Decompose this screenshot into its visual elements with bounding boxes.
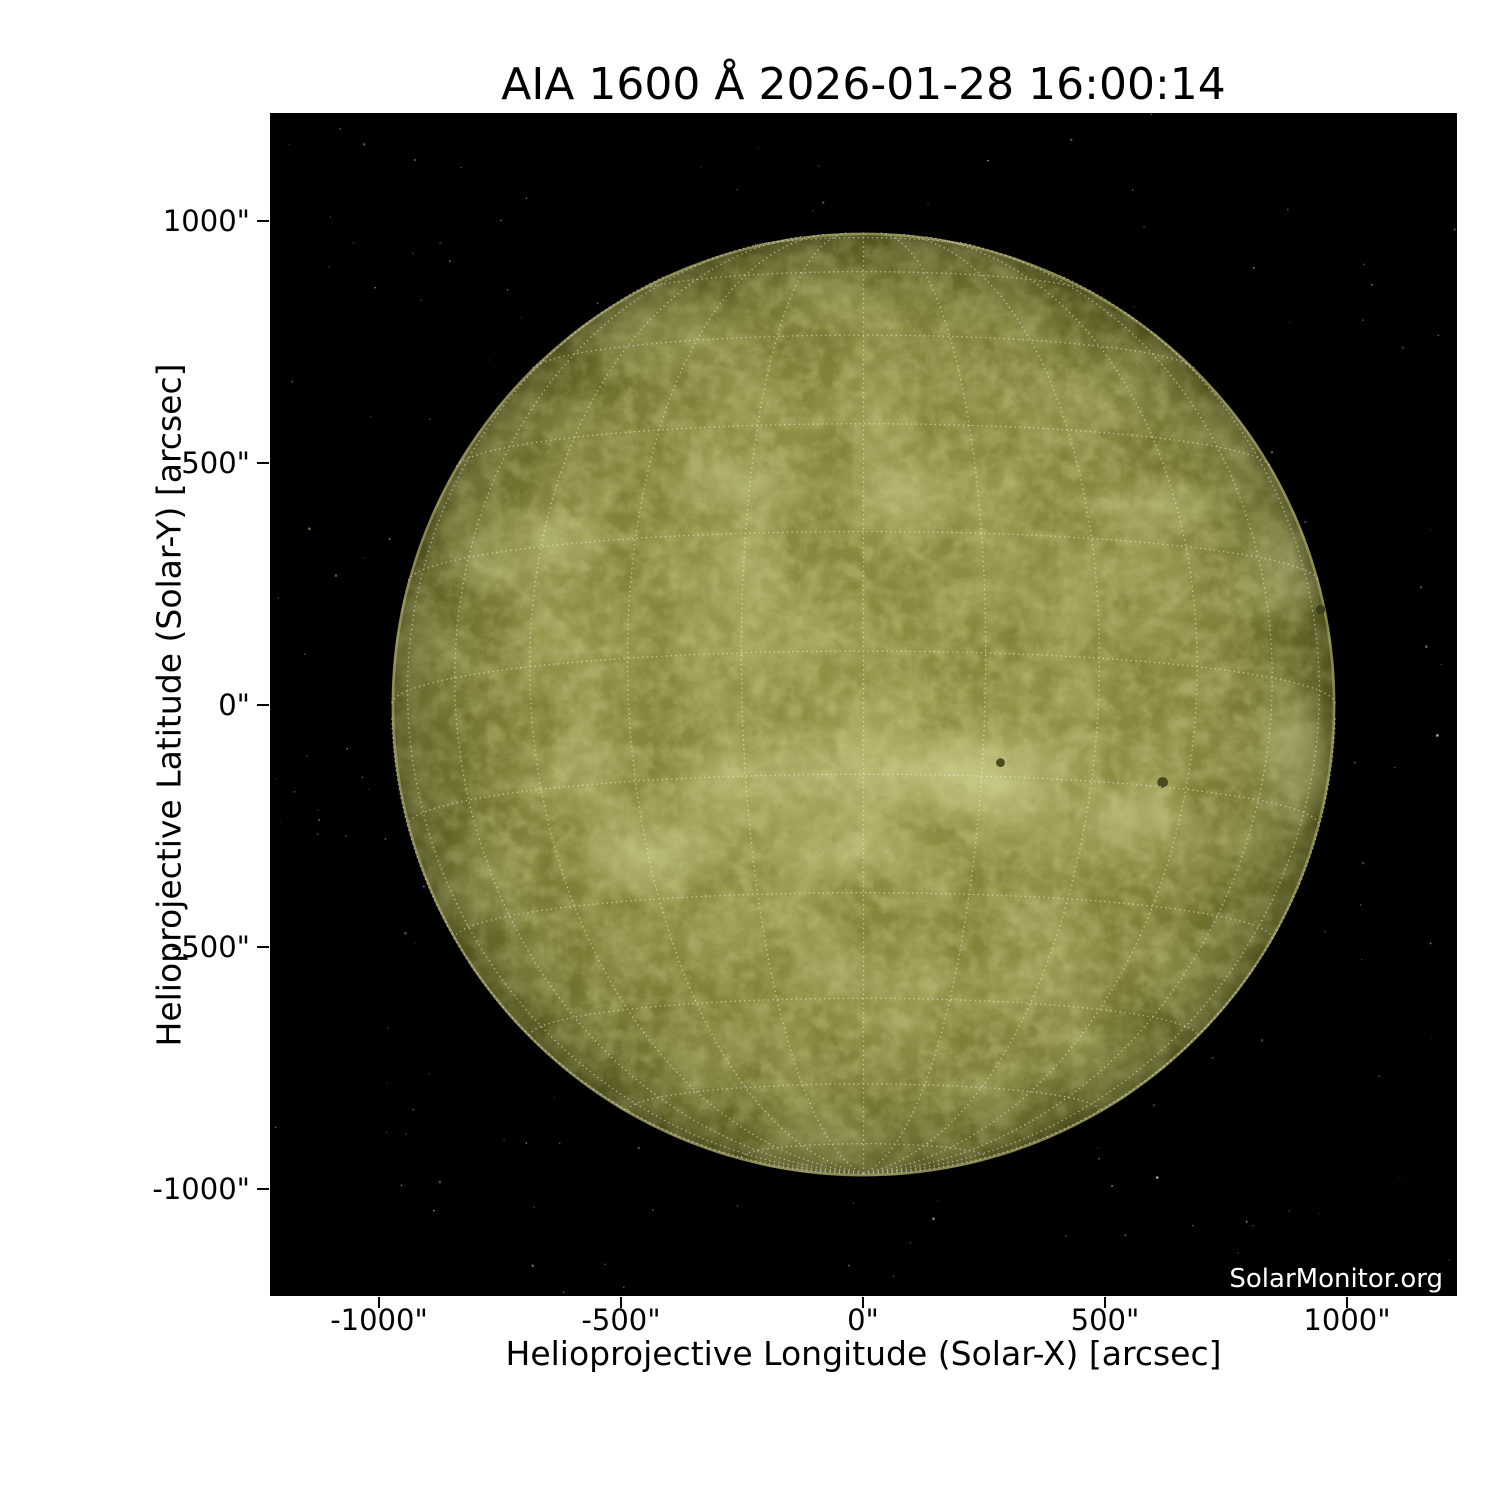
y-tick-label-500: 500"	[181, 446, 250, 480]
x-tick-label-1000: 1000"	[1303, 1303, 1391, 1337]
y-tick-label--1000: -1000"	[152, 1172, 250, 1206]
x-tick-mark--1000	[378, 1297, 380, 1308]
limb-ring	[391, 232, 1336, 1177]
x-tick-label--500: -500"	[581, 1303, 661, 1337]
y-tick-mark--500	[257, 946, 269, 948]
y-tick-label--500: -500"	[170, 930, 250, 964]
plot-area: SolarMonitor.org	[270, 113, 1457, 1296]
x-tick-label-0: 0"	[847, 1303, 879, 1337]
y-tick-label-0: 0"	[218, 688, 250, 722]
x-tick-mark-1000	[1346, 1297, 1348, 1308]
y-tick-mark--1000	[257, 1188, 269, 1190]
sun-disk	[391, 232, 1336, 1177]
plot-title: AIA 1600 Å 2026-01-28 16:00:14	[501, 59, 1226, 110]
solar-disk-image	[271, 113, 1456, 1293]
x-tick-mark--500	[620, 1297, 622, 1308]
y-tick-label-1000: 1000"	[162, 204, 250, 238]
heliographic-grid	[391, 232, 1336, 1175]
watermark: SolarMonitor.org	[1229, 1264, 1443, 1294]
sky-noise-dots	[271, 113, 1456, 1293]
y-tick-mark-1000	[257, 220, 269, 222]
y-tick-mark-500	[257, 462, 269, 464]
x-tick-mark-0	[862, 1297, 864, 1308]
sunspots	[996, 604, 1326, 788]
x-axis-label: Helioprojective Longitude (Solar-X) [arc…	[505, 1334, 1222, 1373]
x-tick-mark-500	[1104, 1297, 1106, 1308]
y-tick-mark-0	[257, 704, 269, 706]
x-tick-label--1000: -1000"	[330, 1303, 428, 1337]
x-tick-label-500: 500"	[1070, 1303, 1140, 1337]
limb-darkening	[391, 232, 1336, 1177]
